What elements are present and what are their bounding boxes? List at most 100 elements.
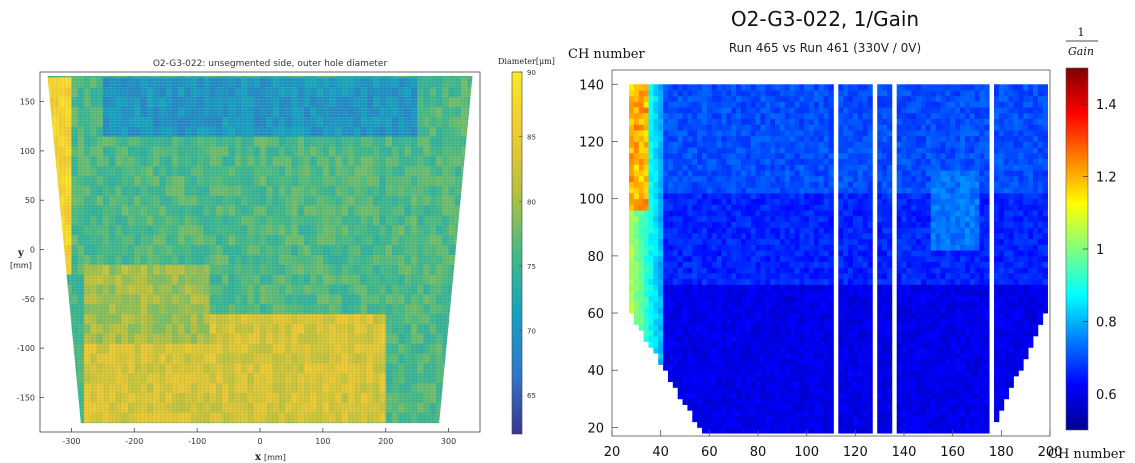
heatmap-cell	[765, 118, 771, 125]
heatmap-cell	[633, 290, 640, 297]
heatmap-cell	[716, 232, 722, 240]
heatmap-cell	[633, 215, 640, 222]
heatmap-cell	[765, 393, 771, 400]
heatmap-cell	[65, 412, 72, 423]
heatmap-cell	[638, 192, 645, 200]
heatmap-cell	[779, 181, 786, 188]
heatmap-cell	[52, 392, 60, 403]
heatmap-cell	[813, 284, 820, 291]
heatmap-cell	[629, 295, 635, 303]
heatmap-cell	[667, 187, 674, 194]
heatmap-cell	[653, 112, 659, 120]
heatmap-cell	[775, 267, 781, 274]
heatmap-cell	[804, 404, 810, 411]
heatmap-cell	[474, 195, 481, 205]
heatmap-cell	[789, 227, 795, 234]
heatmap-cell	[629, 112, 635, 120]
heatmap-cell	[658, 90, 664, 97]
heatmap-cell	[629, 175, 635, 182]
heatmap-cell	[682, 192, 688, 200]
heatmap-cell	[813, 370, 820, 377]
heatmap-cell	[755, 232, 761, 240]
heatmap-cell	[779, 261, 786, 268]
heatmap-cell	[789, 187, 795, 194]
heatmap-cell	[740, 313, 747, 320]
heatmap-cell	[663, 364, 669, 371]
heatmap-cell	[813, 112, 820, 120]
heatmap-cell	[716, 381, 722, 388]
heatmap-cell	[765, 341, 771, 348]
heatmap-cell	[779, 152, 786, 160]
heatmap-cell	[461, 323, 468, 334]
heatmap-cell	[745, 204, 752, 211]
heatmap-cell	[648, 335, 654, 343]
heatmap-cell	[799, 358, 805, 365]
heatmap-cell	[823, 164, 829, 171]
heatmap-cell	[663, 278, 669, 285]
heatmap-cell	[740, 141, 747, 148]
x-tick-label: -200	[125, 437, 143, 446]
y-tick-label: 150	[20, 98, 35, 107]
heatmap-cell	[794, 141, 800, 148]
heatmap-cell	[755, 335, 761, 343]
heatmap-cell	[775, 341, 781, 348]
heatmap-cell	[711, 187, 718, 194]
heatmap-cell	[716, 175, 722, 182]
heatmap-cell	[813, 181, 820, 188]
heatmap-cell	[736, 313, 742, 320]
heatmap-cell	[297, 422, 305, 424]
heatmap-cell	[653, 295, 659, 303]
heatmap-cell	[760, 232, 766, 240]
heatmap-cell	[692, 284, 698, 291]
heatmap-cell	[740, 152, 747, 160]
heatmap-cell	[706, 278, 713, 285]
heatmap-cell	[392, 422, 399, 424]
heatmap-cell	[804, 147, 810, 154]
heatmap-cell	[731, 101, 737, 108]
heatmap-cell	[765, 101, 771, 108]
heatmap-cell	[779, 238, 786, 245]
heatmap-cell	[740, 232, 747, 240]
heatmap-cell	[706, 107, 713, 114]
heatmap-cell	[667, 124, 674, 131]
heatmap-cell	[687, 215, 693, 222]
heatmap-cell	[804, 221, 810, 228]
heatmap-cell	[823, 250, 829, 257]
heatmap-cell	[784, 221, 791, 228]
heatmap-cell	[789, 141, 795, 148]
heatmap-cell	[731, 250, 737, 257]
heatmap-cell	[643, 227, 649, 234]
heatmap-cell	[716, 141, 722, 148]
heatmap-cell	[638, 324, 645, 331]
heatmap-cell	[633, 84, 640, 91]
heatmap-cell	[672, 192, 679, 200]
heatmap-cell	[740, 164, 747, 171]
heatmap-cell	[779, 284, 786, 291]
heatmap-cell	[672, 261, 679, 268]
heatmap-cell	[779, 375, 786, 383]
heatmap-cell	[775, 192, 781, 200]
heatmap-cell	[813, 221, 820, 228]
heatmap-cell	[726, 427, 732, 434]
heatmap-cell	[760, 215, 766, 222]
heatmap-cell	[745, 335, 752, 343]
heatmap-cell	[658, 358, 664, 365]
heatmap-cell	[794, 278, 800, 285]
heatmap-cell	[658, 107, 664, 114]
heatmap-cell	[677, 318, 683, 325]
heatmap-cell	[672, 164, 679, 171]
heatmap-cell	[47, 353, 54, 364]
heatmap-cell	[663, 267, 669, 274]
heatmap-cell	[794, 107, 800, 114]
heatmap-cell	[809, 124, 815, 131]
heatmap-cell	[643, 290, 649, 297]
heatmap-cell	[687, 255, 693, 262]
heatmap-cell	[658, 307, 664, 314]
heatmap-cell	[726, 307, 732, 314]
heatmap-cell	[813, 364, 820, 371]
heatmap-cell	[760, 404, 766, 411]
heatmap-cell	[629, 198, 635, 205]
heatmap-cell	[629, 227, 635, 234]
heatmap-cell	[794, 347, 800, 354]
heatmap-cell	[809, 278, 815, 285]
